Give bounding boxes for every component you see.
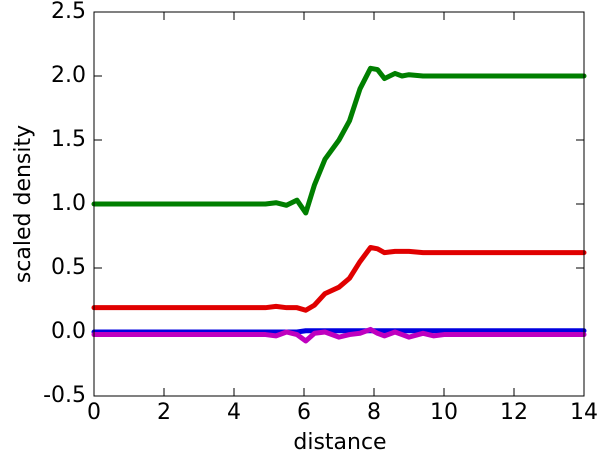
x-tick-label: 2: [157, 400, 171, 425]
data-line: [91, 326, 587, 344]
x-tick-label: 10: [430, 400, 458, 425]
y-tick-label: 0.0: [51, 319, 86, 344]
y-tick-label: 0.5: [51, 255, 86, 280]
data-line: [91, 65, 587, 216]
data-line: [91, 245, 587, 313]
x-tick-label: 4: [227, 400, 241, 425]
x-axis-label: distance: [293, 430, 386, 455]
x-tick-label: 0: [87, 400, 101, 425]
y-tick-label: 1.0: [51, 191, 86, 216]
y-tick-label: 2.0: [51, 63, 86, 88]
x-tick-label: 8: [367, 400, 381, 425]
plot-frame: [93, 11, 585, 397]
x-tick-label: 14: [570, 400, 598, 425]
y-axis-label: scaled density: [11, 125, 36, 283]
y-tick-label: 2.5: [51, 0, 86, 24]
y-tick-label: -0.5: [43, 383, 86, 408]
y-tick-label: 1.5: [51, 127, 86, 152]
x-tick-label: 6: [297, 400, 311, 425]
x-tick-label: 12: [500, 400, 528, 425]
data-line: [91, 328, 587, 335]
